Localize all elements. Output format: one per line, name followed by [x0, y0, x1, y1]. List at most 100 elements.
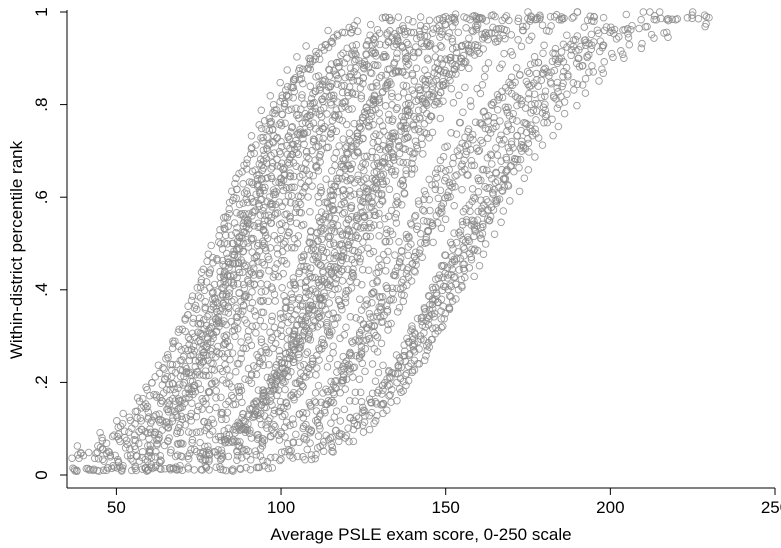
- data-point: [467, 156, 476, 165]
- data-point: [335, 297, 343, 305]
- data-point: [333, 360, 342, 369]
- data-point: [452, 43, 461, 52]
- data-point: [216, 432, 225, 441]
- data-point: [331, 214, 339, 223]
- data-point: [334, 74, 342, 83]
- data-point: [158, 417, 167, 425]
- data-point: [557, 54, 565, 63]
- data-point: [428, 181, 436, 189]
- data-point: [260, 261, 269, 269]
- data-point: [419, 98, 427, 106]
- data-point: [265, 267, 273, 275]
- data-point: [436, 42, 445, 50]
- data-point: [485, 170, 494, 179]
- data-point: [365, 411, 374, 420]
- data-point: [555, 100, 563, 109]
- data-point: [404, 15, 413, 24]
- data-point: [637, 44, 646, 53]
- data-point: [303, 245, 312, 254]
- data-point: [448, 35, 456, 43]
- data-point: [239, 239, 248, 248]
- data-point: [325, 328, 334, 337]
- data-point: [356, 84, 365, 92]
- data-point: [302, 350, 310, 358]
- data-point: [412, 64, 421, 73]
- data-point: [338, 430, 346, 439]
- data-point: [322, 41, 330, 49]
- data-point: [403, 334, 411, 343]
- data-point: [218, 367, 227, 376]
- data-point: [255, 463, 264, 472]
- data-point: [239, 344, 247, 353]
- data-point: [307, 455, 316, 464]
- data-point: [466, 145, 475, 154]
- data-point: [202, 394, 210, 403]
- data-point: [274, 386, 283, 394]
- data-point: [246, 150, 255, 159]
- data-point: [339, 245, 347, 254]
- data-point: [220, 220, 228, 228]
- data-point: [371, 61, 380, 70]
- data-point: [305, 111, 314, 120]
- data-point: [340, 331, 349, 339]
- data-point: [480, 201, 488, 209]
- data-point: [212, 347, 221, 356]
- data-point: [234, 280, 242, 288]
- data-point: [425, 195, 434, 204]
- y-tick-label: .4: [32, 283, 51, 297]
- data-point: [227, 231, 236, 239]
- data-point: [133, 394, 142, 402]
- data-point: [216, 307, 225, 315]
- data-point: [324, 232, 333, 241]
- data-point: [498, 60, 506, 68]
- data-point: [114, 423, 123, 432]
- data-point: [388, 284, 397, 292]
- data-point: [499, 175, 508, 183]
- data-point: [305, 398, 314, 407]
- data-point: [387, 398, 395, 406]
- data-point: [257, 106, 266, 115]
- data-point: [582, 38, 590, 47]
- data-point: [489, 206, 498, 214]
- data-point: [473, 47, 481, 55]
- data-point: [541, 100, 549, 109]
- data-point: [218, 453, 227, 461]
- data-point: [319, 389, 327, 397]
- data-point: [467, 255, 476, 264]
- data-point: [208, 379, 216, 388]
- data-point: [329, 272, 338, 280]
- data-point: [339, 135, 347, 143]
- data-point: [448, 37, 457, 46]
- data-point: [345, 105, 353, 114]
- data-point: [462, 58, 470, 66]
- data-point: [225, 263, 233, 272]
- data-point: [316, 320, 325, 328]
- data-point: [370, 97, 378, 105]
- data-point: [217, 451, 225, 459]
- data-point: [423, 54, 432, 63]
- data-point: [154, 436, 163, 444]
- data-point: [571, 36, 580, 44]
- data-point: [252, 451, 261, 459]
- data-point: [326, 398, 335, 407]
- data-point: [425, 134, 433, 142]
- data-point: [359, 320, 368, 329]
- data-point: [421, 308, 430, 316]
- data-point: [585, 51, 593, 59]
- data-point: [381, 238, 389, 246]
- data-point: [331, 279, 339, 288]
- data-point: [473, 16, 481, 24]
- data-point: [172, 360, 181, 369]
- data-point: [602, 23, 611, 31]
- data-point: [397, 290, 406, 299]
- data-point: [367, 69, 376, 78]
- data-point: [619, 26, 627, 34]
- data-point: [314, 381, 323, 390]
- data-point: [178, 325, 187, 334]
- data-point: [635, 24, 643, 33]
- data-point: [194, 320, 202, 328]
- data-point: [459, 243, 468, 251]
- data-point: [270, 323, 279, 332]
- data-point: [288, 150, 297, 159]
- data-point: [408, 368, 417, 377]
